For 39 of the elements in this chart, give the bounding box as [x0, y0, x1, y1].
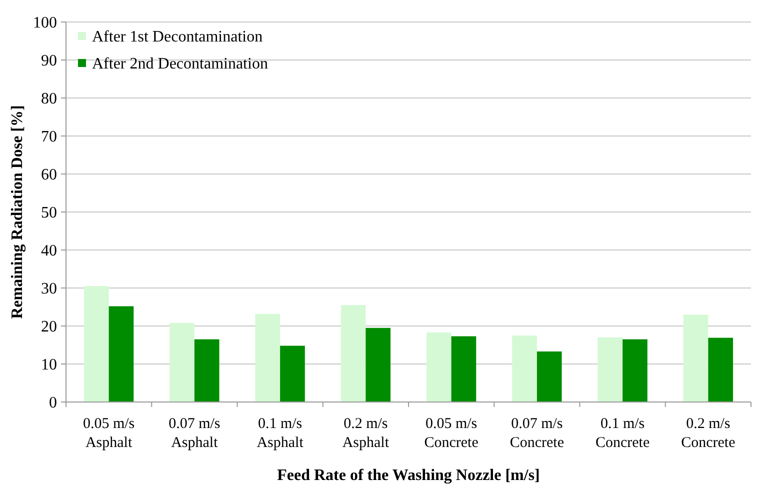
bar [451, 336, 476, 402]
y-tick-label: 40 [41, 242, 57, 260]
y-tick-label: 80 [41, 90, 57, 108]
y-tick-label: 70 [41, 128, 57, 146]
x-tick-label: 0.1 m/s Asphalt [256, 416, 304, 451]
x-tick-label: 0.05 m/s Concrete [424, 416, 479, 451]
y-tick-label: 50 [41, 204, 57, 222]
bar [426, 332, 452, 402]
y-tick-label: 10 [41, 356, 57, 374]
y-tick-label: 0 [49, 394, 57, 412]
x-tick-label: 0.2 m/s Asphalt [342, 416, 390, 451]
legend-label: After 2nd Decontamination [92, 56, 268, 73]
bar [340, 305, 366, 402]
bar [598, 337, 623, 402]
bar [708, 338, 734, 402]
bar [683, 314, 708, 402]
legend-label: After 1st Decontamination [92, 28, 263, 46]
x-tick-label: 0.07 m/s Asphalt [168, 416, 220, 451]
bar [194, 339, 220, 402]
y-tick-label: 90 [41, 52, 57, 70]
bar [536, 351, 562, 402]
y-tick-label: 60 [41, 166, 57, 184]
x-tick-label: 0.07 m/s Concrete [510, 416, 564, 451]
bar [84, 286, 109, 402]
bar [255, 314, 280, 402]
bar [366, 328, 391, 402]
y-tick-label: 30 [41, 280, 57, 298]
y-axis-title: Remaining Radiation Dose [%] [9, 105, 26, 319]
x-tick-label: 0.2 m/s Concrete [681, 416, 736, 451]
bar [512, 336, 537, 402]
bar [622, 339, 648, 402]
bar [170, 322, 194, 402]
x-axis-title: Feed Rate of the Washing Nozzle [m/s] [277, 467, 540, 484]
x-tick-label: 0.05 m/s Asphalt [82, 416, 135, 451]
bar [280, 346, 305, 402]
y-tick-label: 20 [41, 318, 57, 336]
bar [108, 306, 134, 402]
y-tick-label: 100 [33, 14, 57, 32]
x-tick-label: 0.1 m/s Concrete [595, 416, 650, 451]
